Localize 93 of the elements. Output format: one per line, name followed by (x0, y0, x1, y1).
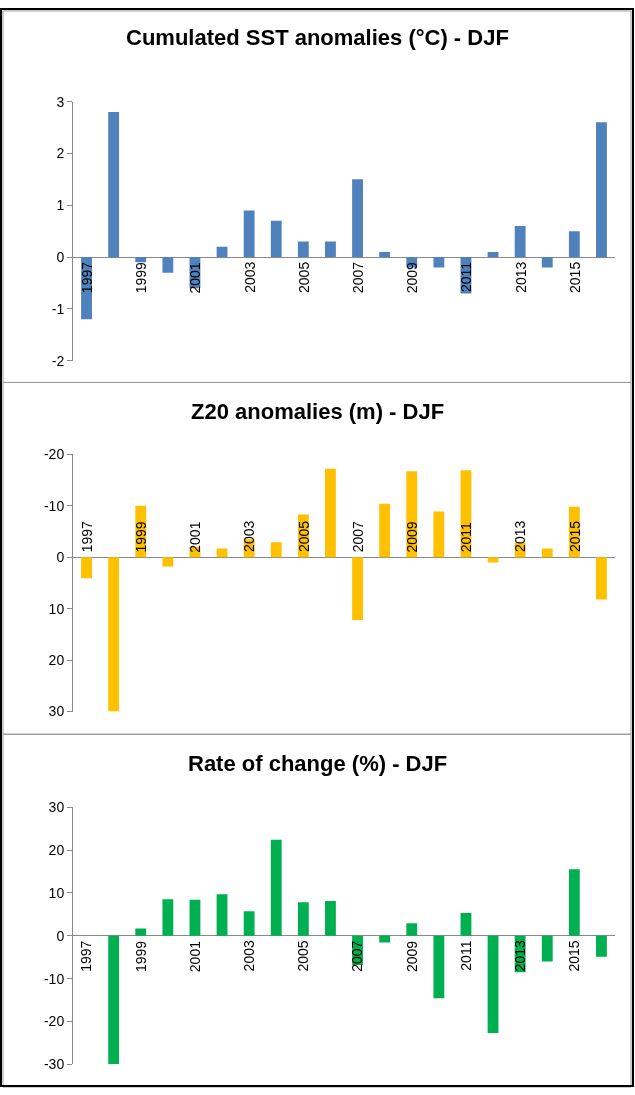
x-tick-label: 1999 (132, 940, 149, 972)
bar (108, 111, 120, 258)
x-tick-label: 2011 (457, 521, 474, 553)
bar (541, 935, 553, 962)
x-tick-label: 2003 (241, 520, 258, 552)
bar (541, 257, 553, 268)
bar (325, 901, 336, 936)
bar (162, 257, 174, 273)
bar (162, 557, 174, 567)
bar (596, 122, 607, 258)
bar (379, 251, 391, 258)
bar (135, 928, 147, 936)
y-tick-label: 30 (48, 703, 65, 720)
y-tick-label: -20 (43, 1013, 65, 1030)
y-tick-label: -2 (51, 352, 65, 369)
x-tick-label: 2005 (295, 940, 312, 972)
bar (352, 179, 363, 258)
y-tick-label: 20 (48, 652, 65, 669)
x-tick-label: 2013 (511, 940, 528, 972)
y-tick-label: 1 (56, 197, 65, 214)
y-tick-label: -1 (51, 300, 65, 317)
x-tick-label: 2001 (187, 262, 204, 294)
x-tick-label: 2011 (458, 940, 475, 971)
x-tick-label: 2009 (404, 261, 421, 294)
bar (270, 220, 282, 258)
bar (379, 503, 391, 558)
bar (81, 557, 92, 579)
chart-title: Z20 anomalies (m) - DJF (191, 399, 445, 424)
bar (135, 257, 147, 263)
bar (325, 468, 336, 558)
bar (514, 226, 526, 258)
x-tick-label: 2015 (566, 940, 583, 972)
bar (379, 935, 391, 943)
x-tick-label: 1997 (78, 940, 95, 972)
y-tick-label: 20 (48, 841, 65, 858)
bar (297, 902, 309, 936)
bar (243, 210, 255, 258)
y-tick-label: 0 (56, 927, 65, 944)
y-tick-label: 10 (48, 600, 65, 617)
bar (541, 548, 553, 558)
bar (325, 241, 336, 258)
y-tick-label: 0 (56, 249, 65, 265)
x-tick-label: 2009 (403, 940, 420, 972)
bar (270, 542, 282, 558)
bar (433, 511, 445, 558)
x-tick-label: 2001 (187, 521, 204, 553)
y-tick-label: -10 (43, 497, 65, 514)
bar (460, 913, 472, 936)
x-tick-label: 2005 (295, 520, 312, 553)
bar (433, 257, 445, 268)
y-tick-label: -30 (43, 1056, 65, 1073)
bar (596, 557, 607, 600)
x-tick-label: 2001 (186, 940, 203, 973)
y-tick-label: 0 (56, 549, 65, 566)
x-tick-label: 2015 (566, 520, 583, 553)
bar (108, 935, 120, 1065)
y-tick-label: -20 (43, 446, 65, 463)
y-tick-label: 30 (48, 799, 65, 816)
bar (568, 231, 580, 258)
x-tick-label: 2007 (349, 940, 366, 972)
bar (568, 869, 580, 936)
x-tick-label: 2005 (295, 261, 312, 293)
bar (108, 557, 120, 712)
bar (216, 894, 228, 936)
chart-title: Rate of change (%) - DJF (188, 751, 448, 776)
y-tick-label: -10 (43, 970, 65, 987)
x-tick-label: 2009 (404, 521, 420, 553)
x-tick-label: 2007 (349, 520, 366, 553)
bar (406, 923, 418, 936)
x-tick-label: 2003 (241, 261, 258, 293)
y-tick-label: 10 (48, 884, 65, 901)
x-tick-label: 2013 (512, 261, 529, 293)
bar (433, 935, 445, 999)
chart-title: Cumulated SST anomalies (°C) - DJF (126, 25, 509, 50)
bar (243, 911, 255, 936)
x-tick-label: 1997 (78, 261, 95, 294)
x-tick-label: 2013 (512, 520, 529, 552)
x-tick-label: 2003 (240, 940, 257, 972)
bar (297, 241, 309, 258)
bar (270, 839, 282, 936)
y-tick-label: 3 (56, 93, 65, 110)
bar (189, 899, 201, 936)
x-tick-label: 1997 (78, 520, 95, 553)
x-tick-label: 1999 (133, 261, 150, 294)
x-tick-label: 2007 (349, 261, 366, 294)
bar (487, 935, 499, 1034)
y-tick-label: 2 (56, 145, 65, 162)
bar (162, 899, 174, 936)
bar (352, 557, 363, 621)
x-tick-label: 2011 (457, 261, 474, 293)
bar (596, 935, 607, 957)
x-tick-label: 1999 (133, 521, 149, 553)
x-tick-label: 2015 (566, 261, 583, 293)
